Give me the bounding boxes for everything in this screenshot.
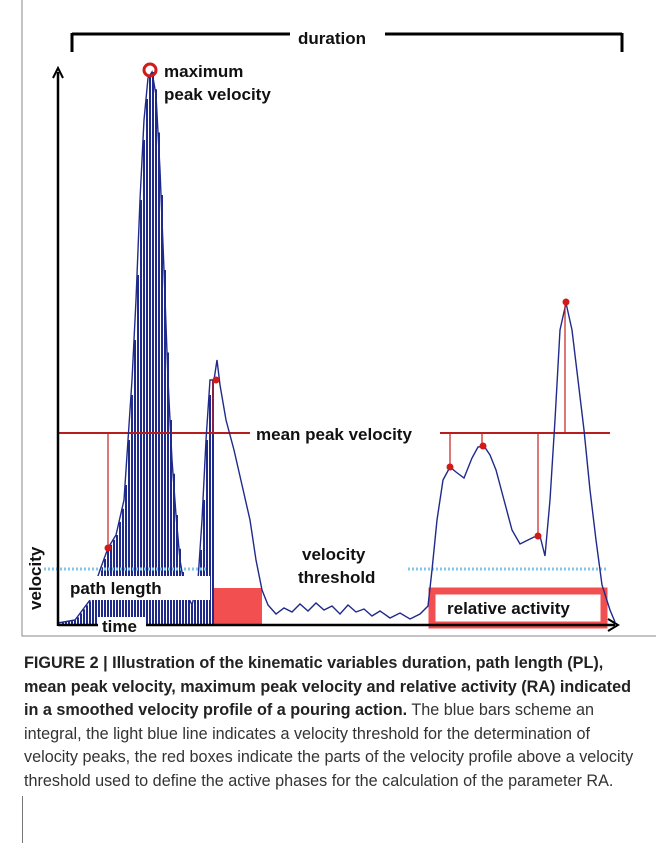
integral-bar [185,590,187,624]
figure-border [21,0,656,637]
duration-bracket [70,32,624,52]
threshold-label-line1: velocity [302,545,366,564]
integral-bars [62,72,214,624]
integral-bar [152,72,154,624]
integral-bar [164,270,166,624]
velocity-profile-curve [57,70,616,624]
integral-bar [206,440,208,624]
active-phase-box-1 [214,588,262,624]
integral-bar [89,601,91,624]
duration-label: duration [298,29,366,48]
integral-bar [209,395,211,624]
integral-bar [80,613,82,624]
velocity-axis-label: velocity [26,546,45,610]
velocity-profile-figure: duration maximum peak velocity me [21,0,656,637]
integral-bar [68,621,70,624]
integral-bar [119,521,121,624]
peak-marker [534,532,542,540]
peak-marker [479,442,487,450]
integral-bar [95,585,97,624]
peak-markers [104,298,570,552]
peak-marker [562,298,570,306]
integral-bar [167,352,169,624]
integral-bar [125,485,127,624]
integral-bar [158,132,160,624]
time-axis-label: time [102,617,137,636]
integral-bar [155,89,157,624]
path-length-label-bg [64,576,210,600]
integral-bar [188,596,190,624]
axes [52,65,620,632]
integral-bar [146,99,148,624]
integral-bar [191,602,193,624]
integral-bar [194,596,196,624]
peak-marker [446,463,454,471]
integral-bar [92,594,94,624]
figure-caption: FIGURE 2 | Illustration of the kinematic… [24,652,642,794]
caption-rule [22,796,23,843]
mean-peak-label: mean peak velocity [256,425,412,444]
integral-bar [131,395,133,624]
integral-bar [140,200,142,624]
integral-bar [134,340,136,624]
caption-body: The blue bars scheme an integral, the li… [24,701,634,790]
integral-bar [203,500,205,624]
maximum-label-line1: maximum [164,62,243,81]
integral-bar [128,440,130,624]
threshold-label-line2: threshold [298,568,375,587]
integral-bar [212,380,214,624]
integral-bar [122,508,124,624]
peak-marker [212,376,220,384]
integral-bar [71,620,73,624]
peak-marker [104,544,112,552]
integral-bar [161,195,163,624]
integral-bar [197,584,199,624]
maximum-peak-circle [142,62,158,78]
integral-bar [173,473,175,624]
integral-bar [137,275,139,624]
integral-bar [170,420,172,624]
time-label-bg [98,617,146,635]
integral-bar [74,620,76,624]
maximum-label-line2: peak velocity [164,85,271,104]
integral-bar [143,140,145,624]
path-length-label: path length [70,579,162,598]
caption-lead: FIGURE 2 | Illustration of the kinematic… [24,654,631,720]
relative-activity-label: relative activity [447,599,570,618]
integral-bar [77,617,79,624]
integral-bar [86,605,88,624]
integral-bar [83,609,85,624]
integral-bar [62,622,64,624]
integral-bar [149,76,151,624]
integral-bar [65,621,67,624]
